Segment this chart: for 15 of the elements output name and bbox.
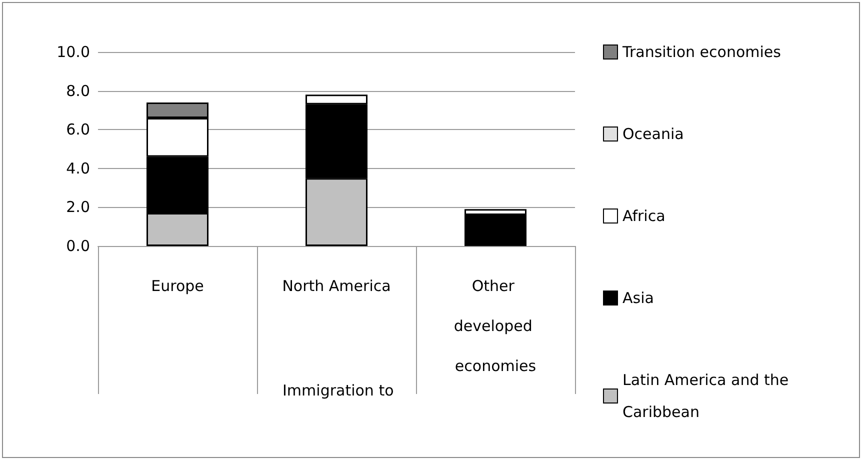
legend-label: Asia — [622, 289, 654, 307]
legend-label: Oceania — [622, 125, 684, 143]
legend-label: Africa — [622, 207, 666, 225]
y-tick-label: 4.0 — [66, 159, 90, 178]
legend-label: Transition economies — [622, 43, 782, 61]
x-tick-label: Europe — [151, 277, 204, 295]
x-tick-label: North America — [282, 277, 391, 295]
y-tick-label: 2.0 — [66, 198, 90, 216]
y-tick-label: 6.0 — [66, 120, 90, 139]
y-tick-label: 0.0 — [66, 237, 90, 255]
y-tick-label: 8.0 — [66, 82, 90, 100]
text: Immigration to — [282, 382, 394, 400]
y-tick-label: 10.0 — [56, 43, 90, 61]
category-label: Other developed economies — [454, 277, 536, 375]
legend-label: Latin America and the Caribbean — [622, 371, 794, 421]
